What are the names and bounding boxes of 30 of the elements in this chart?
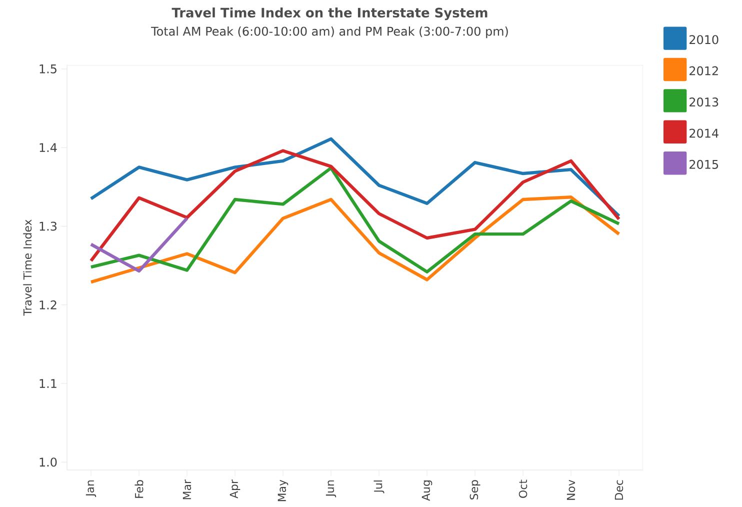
line-series	[89, 196, 621, 284]
x-tick-label: Oct	[518, 480, 528, 498]
legend-label: 2010	[690, 35, 718, 44]
x-tick-label: Jul	[374, 480, 384, 494]
chart-title: Travel Time Index on the Interstate System	[172, 8, 488, 20]
x-tick-label: Aug	[422, 480, 432, 501]
legend-label: 2013	[690, 98, 718, 107]
x-tick-label: Sep	[470, 480, 480, 500]
line-series	[89, 166, 621, 274]
y-tick-label: 1.5	[40, 64, 56, 74]
y-tick-label: 1.4	[40, 143, 57, 152]
y-axis-title: Travel Time Index	[23, 220, 32, 316]
x-tick-label: Dec	[614, 480, 624, 500]
x-tick-label: Mar	[182, 480, 192, 500]
x-tick-label: Feb	[134, 480, 144, 498]
x-tick-label: May	[278, 480, 288, 502]
legend-label: 2015	[690, 160, 718, 169]
y-tick-label: 1.1	[40, 379, 56, 388]
x-tick-label: Jun	[326, 480, 336, 498]
legend-label: 2014	[690, 128, 718, 138]
legend-label: 2012	[690, 66, 718, 76]
y-tick-label: 1.2	[40, 300, 56, 310]
x-tick-label: Nov	[566, 480, 576, 500]
y-tick-label: 1.3	[40, 222, 57, 231]
chart-subtitle: Total AM Peak (6:00-10:00 am) and PM Peak (3:00-7:00 pm)	[151, 26, 508, 38]
y-tick-label: 1.0	[40, 458, 57, 467]
line-series	[89, 137, 621, 218]
x-tick-label: Jan	[86, 480, 96, 497]
line-series	[89, 149, 621, 262]
x-tick-label: Apr	[230, 480, 240, 498]
